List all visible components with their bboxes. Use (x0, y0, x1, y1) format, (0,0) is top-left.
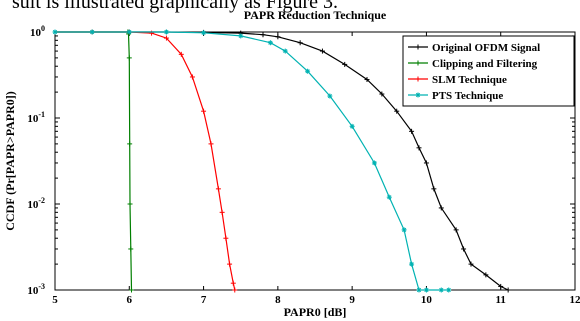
y-tick-label: 10-2 (27, 196, 45, 211)
document-header-text: sult is illustrated graphically as Figur… (12, 0, 339, 13)
data-point-star (327, 93, 333, 99)
data-point-plus (453, 227, 459, 233)
x-tick-label: 10 (421, 294, 433, 306)
data-point-star (267, 40, 273, 46)
data-point-star (386, 194, 392, 200)
x-axis-label: PAPR0 [dB] (284, 305, 347, 319)
legend-item: Clipping and Filtering (408, 58, 538, 70)
data-point-plus (260, 32, 266, 38)
x-tick-label: 6 (127, 294, 133, 306)
x-tick-label: 11 (496, 294, 506, 306)
data-point-plus (342, 61, 348, 67)
data-point-plus (297, 40, 303, 46)
data-point-plus (163, 35, 169, 41)
data-point-plus (127, 201, 133, 207)
legend-label: PTS Technique (432, 90, 503, 102)
data-point-plus (189, 74, 195, 80)
y-tick-label: 10-1 (27, 110, 45, 125)
data-point-star (415, 92, 421, 98)
data-point-plus (223, 235, 229, 241)
data-point-star (163, 29, 169, 35)
data-point-star (282, 48, 288, 54)
data-point-plus (379, 91, 385, 97)
legend-label: Original OFDM Signal (432, 42, 540, 54)
series-clipping-and-filtering (52, 29, 135, 293)
data-point-star (89, 29, 95, 35)
data-point-plus (409, 128, 415, 134)
legend-box (402, 35, 575, 107)
data-point-plus (505, 287, 511, 293)
data-point-plus (208, 141, 214, 147)
data-point-star (201, 30, 207, 36)
data-point-plus (230, 280, 236, 286)
data-point-plus (227, 261, 233, 267)
data-point-plus (415, 60, 421, 66)
chart-title: PAPR Reduction Technique (244, 8, 387, 22)
data-point-plus (416, 145, 422, 151)
data-point-plus (438, 205, 444, 211)
x-axis: 5 6 7 8 9 10 11 12 (52, 32, 580, 306)
y-tick-label: 100 (30, 24, 45, 39)
data-point-star (349, 123, 355, 129)
legend-item: SLM Technique (408, 74, 507, 86)
data-point-star (371, 160, 377, 166)
x-tick-label: 7 (201, 294, 207, 306)
data-point-plus (498, 283, 504, 289)
data-point-star (305, 68, 311, 74)
data-point-plus (415, 44, 421, 50)
data-point-plus (129, 287, 135, 293)
legend-item: Original OFDM Signal (408, 42, 540, 54)
x-tick-label: 9 (349, 294, 355, 306)
data-point-plus (128, 246, 134, 252)
data-point-star (52, 29, 58, 35)
data-point-star (126, 29, 132, 35)
data-point-star (401, 227, 407, 233)
data-point-plus (215, 186, 221, 192)
series-pts-technique (52, 29, 452, 293)
x-tick-label: 12 (570, 294, 580, 306)
data-point-plus (275, 34, 281, 40)
series-slm-technique (52, 29, 238, 293)
legend-label: Clipping and Filtering (432, 58, 538, 70)
data-point-plus (149, 30, 155, 36)
y-axis: 10-3 10-2 10-1 100 (27, 24, 575, 297)
series-line (55, 31, 133, 291)
y-tick-label: 10-3 (27, 282, 45, 297)
series-line (55, 31, 236, 291)
data-point-plus (423, 160, 429, 166)
data-point-plus (394, 108, 400, 114)
data-point-plus (201, 108, 207, 114)
legend-item: PTS Technique (408, 90, 503, 102)
x-tick-label: 5 (52, 294, 58, 306)
data-point-star (446, 287, 452, 293)
data-point-plus (483, 272, 489, 278)
data-point-star (409, 261, 415, 267)
data-point-plus (468, 261, 474, 267)
y-axis-label: CCDF (Pr[PAPR>PAPR0]) (3, 91, 17, 231)
data-point-plus (415, 76, 421, 82)
data-point-star (423, 287, 429, 293)
data-point-plus (461, 246, 467, 252)
data-point-plus (127, 141, 133, 147)
legend: Original OFDM Signal Clipping and Filteri… (402, 35, 575, 107)
data-point-plus (232, 287, 238, 293)
series-layer (52, 29, 511, 293)
x-tick-label: 8 (275, 294, 281, 306)
legend-label: SLM Technique (432, 74, 507, 86)
data-point-plus (431, 186, 437, 192)
data-point-plus (219, 209, 225, 215)
data-point-plus (319, 48, 325, 54)
data-point-star (238, 33, 244, 39)
data-point-plus (126, 55, 132, 61)
data-point-plus (178, 51, 184, 57)
series-line (55, 31, 449, 291)
data-point-star (416, 287, 422, 293)
data-point-star (438, 287, 444, 293)
data-point-plus (364, 77, 370, 83)
plot-area-frame (54, 31, 576, 291)
